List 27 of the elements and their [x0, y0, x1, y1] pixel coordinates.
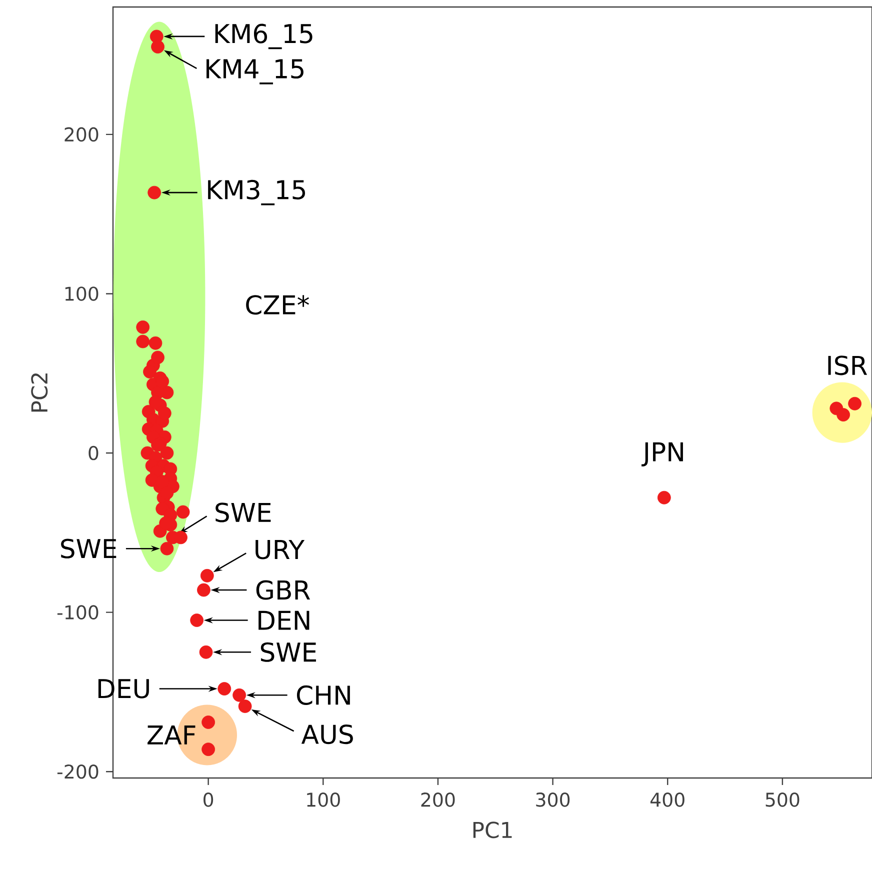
y-tick-label: 100: [65, 286, 98, 301]
annotation: GBR: [256, 580, 310, 600]
x-tick-label: 500: [766, 792, 800, 807]
annotation: SWE: [260, 642, 316, 662]
x-tick-label: 400: [650, 792, 684, 807]
annotation: KM4_15: [206, 59, 304, 84]
annotation: KM3_15: [208, 180, 305, 206]
annotation: JPN: [642, 442, 683, 466]
y-tick-label: 200: [64, 127, 98, 142]
y-tick-label: -200: [57, 764, 98, 779]
y-tick-label: -100: [57, 605, 98, 620]
annotation: CHN: [296, 685, 350, 705]
x-tick-label: 300: [536, 792, 570, 807]
annotation: AUS: [301, 724, 353, 744]
x-tick-label: 200: [421, 792, 455, 807]
annotation: SWE: [216, 502, 271, 522]
annotation: CZE*: [246, 295, 310, 315]
x-tick-label: 100: [307, 792, 340, 807]
annotation: DEN: [258, 610, 310, 630]
annotation: KM6_15: [215, 24, 312, 50]
y-tick-label: 0: [88, 446, 98, 460]
x-axis-title: PC1: [473, 822, 512, 838]
annotation: ISR: [828, 356, 868, 376]
y-axis-title: PC2: [31, 373, 48, 412]
x-tick-label: 0: [204, 792, 214, 807]
annotation: ZAF: [148, 726, 196, 744]
annotation: URY: [256, 540, 305, 560]
